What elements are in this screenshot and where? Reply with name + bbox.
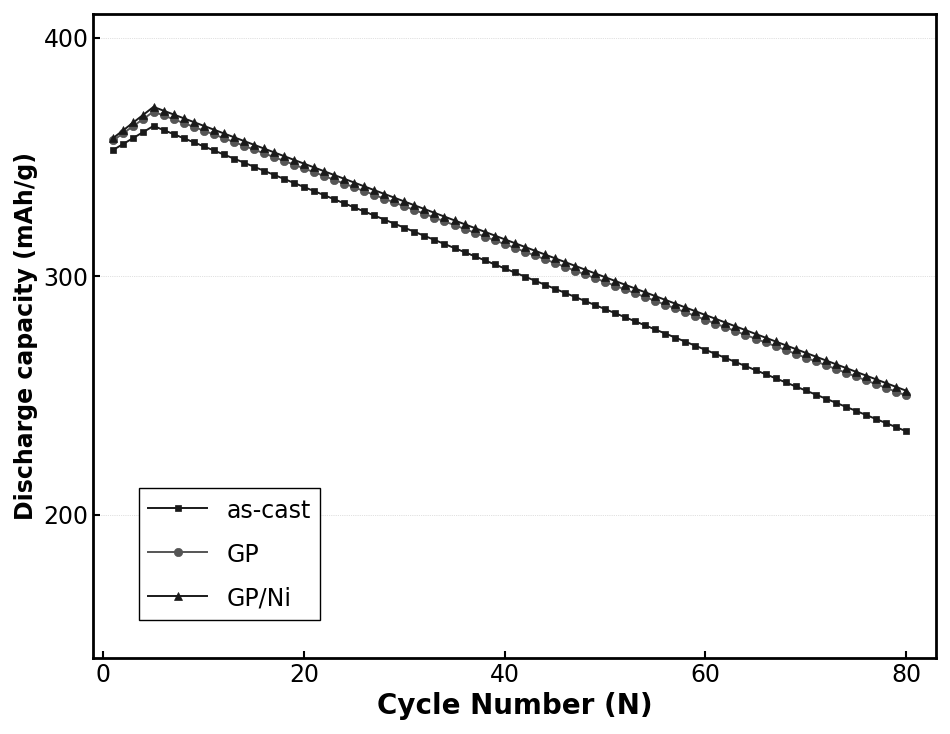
as-cast	[599, 305, 611, 313]
as-cast	[901, 426, 912, 435]
GP	[469, 228, 481, 237]
Line: GP: GP	[109, 107, 910, 399]
GP/Ni	[469, 224, 481, 233]
GP	[148, 107, 160, 116]
GP/Ni	[659, 295, 671, 304]
as-cast	[589, 301, 600, 310]
GP	[820, 360, 831, 369]
as-cast	[659, 329, 671, 338]
GP	[107, 136, 119, 145]
GP/Ni	[148, 103, 160, 112]
GP/Ni	[107, 134, 119, 142]
as-cast	[148, 122, 160, 131]
GP/Ni	[820, 356, 831, 365]
as-cast	[820, 394, 831, 403]
as-cast	[469, 252, 481, 261]
GP	[630, 289, 641, 298]
GP	[659, 300, 671, 309]
as-cast	[630, 317, 641, 326]
GP/Ni	[901, 386, 912, 395]
GP/Ni	[599, 273, 611, 282]
Legend: as-cast, GP, GP/Ni: as-cast, GP, GP/Ni	[139, 488, 320, 620]
as-cast	[107, 145, 119, 154]
Y-axis label: Discharge capacity (mAh/g): Discharge capacity (mAh/g)	[14, 152, 38, 520]
X-axis label: Cycle Number (N): Cycle Number (N)	[377, 692, 653, 720]
Line: GP/Ni: GP/Ni	[109, 103, 910, 395]
GP/Ni	[589, 269, 600, 277]
Line: as-cast: as-cast	[110, 123, 909, 435]
GP/Ni	[630, 284, 641, 293]
GP	[901, 391, 912, 400]
GP	[599, 277, 611, 286]
GP	[589, 274, 600, 283]
